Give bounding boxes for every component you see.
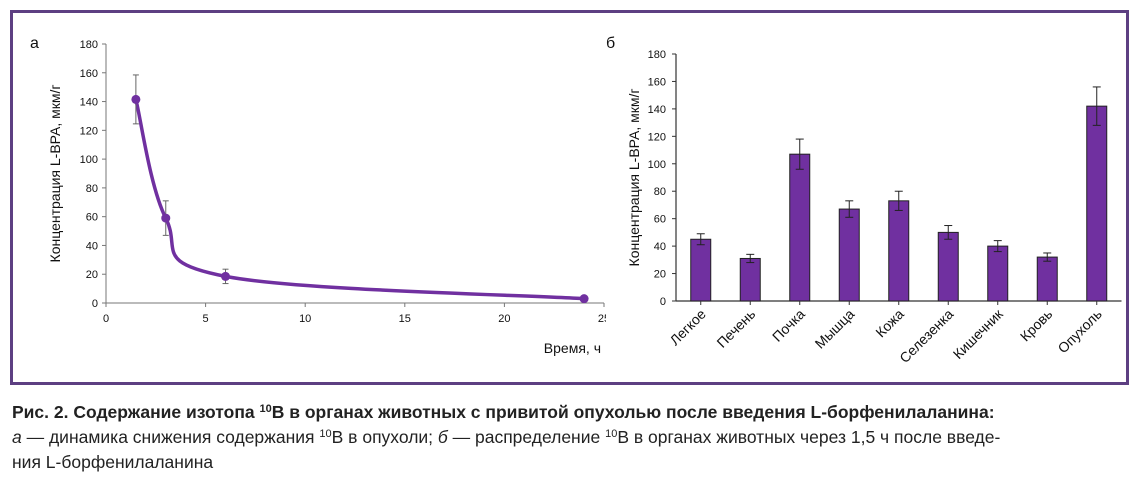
category-label: Почка <box>769 306 808 345</box>
caption-b-letter: б <box>437 427 448 447</box>
y-tick-label: 100 <box>80 154 98 166</box>
caption-b-sup: 10 <box>605 428 618 440</box>
category-label: Легкое <box>666 306 709 349</box>
y-tick-label: 20 <box>654 269 666 281</box>
x-tick-label: 20 <box>498 313 510 325</box>
caption-title-line: Рис. 2. Содержание изотопа 10B в органах… <box>12 400 1132 425</box>
bar <box>937 231 959 302</box>
bar <box>1086 105 1108 302</box>
y-axis-label: Концентрация L-BPA, мкм/г <box>47 85 63 263</box>
caption-b-text-2: B в органах животных через 1,5 ч после в… <box>617 427 1001 447</box>
y-tick-label: 40 <box>654 241 666 253</box>
x-tick-label: 0 <box>103 313 109 325</box>
y-tick-label: 160 <box>80 68 98 80</box>
bar <box>1036 256 1058 302</box>
caption-title-prefix: Рис. 2. Содержание изотопа <box>12 402 260 422</box>
x-axis-label: Время, ч <box>544 340 601 356</box>
bar <box>888 200 910 302</box>
y-tick-label: 40 <box>86 240 98 252</box>
y-tick-label: 0 <box>92 298 98 310</box>
y-tick-label: 180 <box>648 49 666 61</box>
panel-letter-b: б <box>606 35 615 52</box>
caption-line-3: ния L-борфенилаланина <box>12 452 214 472</box>
caption-b-text-1: — распределение <box>447 427 606 447</box>
category-label: Кишечник <box>950 305 1007 362</box>
y-tick-label: 100 <box>648 159 666 171</box>
figure-frame: а 0 20 40 60 80 100 120 140 160 180 0 5 10 15 20 25 Время… <box>10 10 1129 385</box>
x-tick-label: 25 <box>598 313 606 325</box>
y-tick-label: 20 <box>86 269 98 281</box>
y-tick-label: 60 <box>86 212 98 224</box>
y-tick-label: 120 <box>648 131 666 143</box>
caption-a-letter: а <box>12 427 22 447</box>
x-tick-label: 15 <box>399 313 411 325</box>
y-tick-label: 160 <box>648 76 666 88</box>
x-tick-label: 10 <box>299 313 311 325</box>
y-axis-label: Концентрация L-BPA, мкм/г <box>626 89 642 267</box>
category-label: Мышца <box>812 306 858 352</box>
caption-a-text-2: B в опухоли; <box>331 427 438 447</box>
series-line <box>134 97 586 301</box>
y-tick-label: 180 <box>80 39 98 51</box>
y-tick-label: 140 <box>80 97 98 109</box>
panel-letter-a: а <box>30 35 39 52</box>
bar <box>838 208 860 302</box>
data-point <box>161 213 171 223</box>
caption-title-sup: 10 <box>259 403 272 415</box>
category-label: Печень <box>713 306 758 351</box>
caption-a-text-1: — динамика снижения содержания <box>21 427 320 447</box>
caption-line-2: а — динамика снижения содержания 10B в о… <box>12 425 1132 450</box>
bar <box>789 153 811 302</box>
caption-a-sup: 10 <box>319 428 332 440</box>
figure-caption: Рис. 2. Содержание изотопа 10B в органах… <box>12 400 1132 475</box>
y-tick-label: 140 <box>648 104 666 116</box>
category-label: Кровь <box>1017 306 1056 345</box>
caption-title-suffix: B в органах животных с привитой опухолью… <box>271 402 995 422</box>
y-tick-label: 0 <box>660 296 666 308</box>
category-label: Опухоль <box>1054 306 1104 356</box>
chart-a: а 0 20 40 60 80 100 120 140 160 180 0 5 10 15 20 25 Время… <box>30 35 606 356</box>
chart-b: б 0 20 40 60 80 100 120 140 160 180 Концентрация L-… <box>606 35 1122 366</box>
y-tick-label: 80 <box>86 183 98 195</box>
data-point <box>579 294 589 304</box>
category-label: Селезенка <box>896 306 956 366</box>
y-tick-label: 60 <box>654 214 666 226</box>
data-point <box>221 271 231 281</box>
category-label: Кожа <box>872 306 907 341</box>
bar <box>690 238 712 302</box>
bar <box>739 257 761 302</box>
y-tick-label: 120 <box>80 125 98 137</box>
y-tick-label: 80 <box>654 186 666 198</box>
bar <box>987 245 1009 302</box>
data-point <box>131 94 141 104</box>
x-tick-label: 5 <box>203 313 209 325</box>
